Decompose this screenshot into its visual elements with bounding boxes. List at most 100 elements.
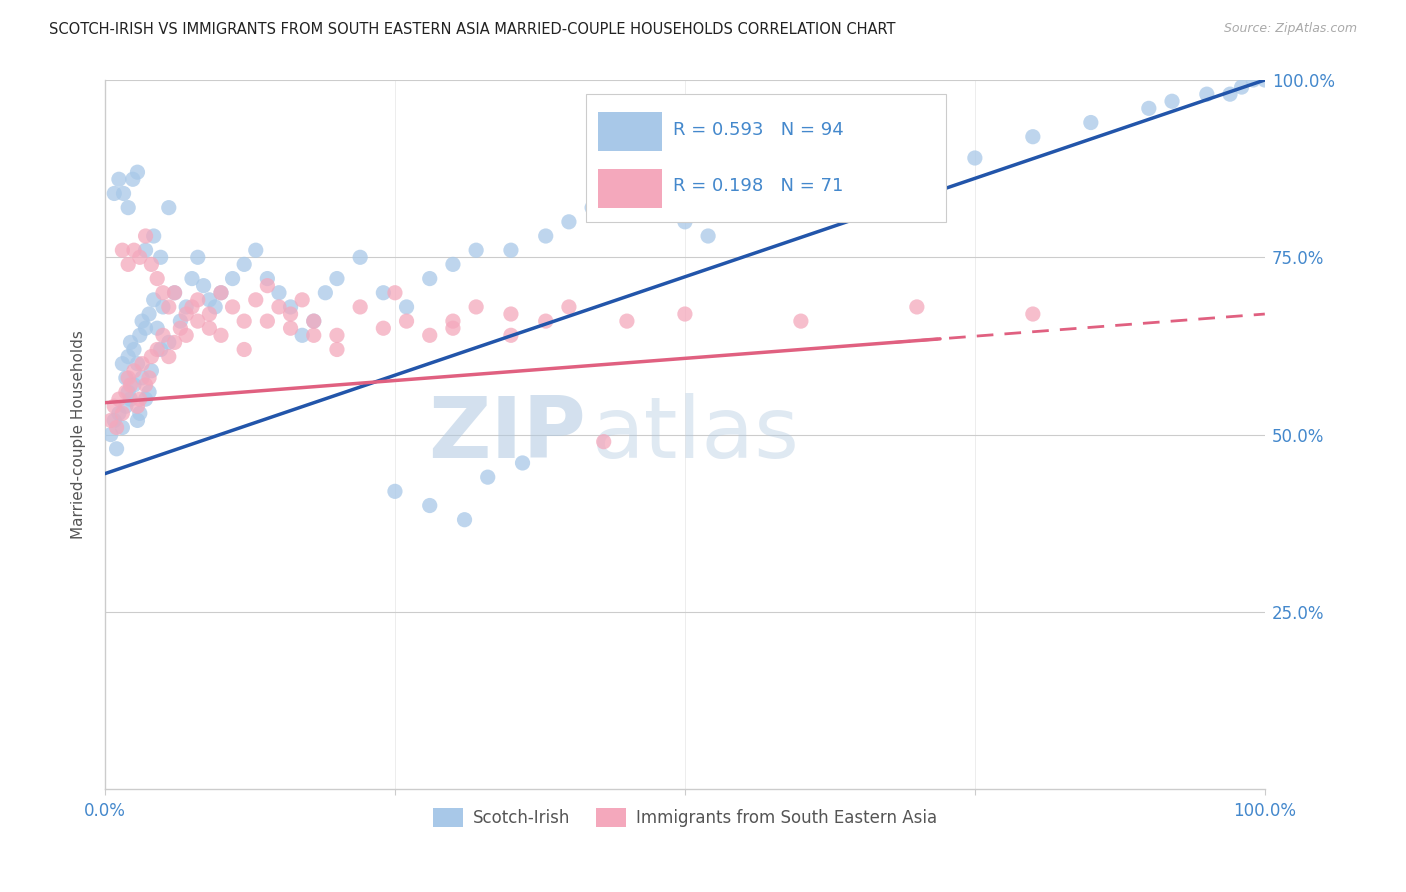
Point bbox=[326, 343, 349, 357]
Point bbox=[673, 215, 696, 229]
Point bbox=[108, 172, 131, 186]
Point bbox=[157, 350, 180, 364]
Point bbox=[152, 328, 174, 343]
Point bbox=[291, 293, 314, 307]
Point bbox=[198, 293, 221, 307]
Point bbox=[499, 328, 522, 343]
Point bbox=[187, 250, 209, 264]
Point bbox=[221, 271, 243, 285]
Point bbox=[1022, 129, 1045, 144]
Point bbox=[138, 385, 160, 400]
Point bbox=[122, 243, 145, 257]
Point bbox=[441, 321, 464, 335]
Point bbox=[905, 300, 928, 314]
Point bbox=[163, 335, 186, 350]
Point bbox=[138, 371, 160, 385]
Point bbox=[673, 307, 696, 321]
Point bbox=[395, 314, 418, 328]
Point bbox=[111, 420, 134, 434]
Point bbox=[142, 293, 165, 307]
Point bbox=[120, 378, 142, 392]
Point bbox=[128, 250, 150, 264]
Point bbox=[198, 307, 221, 321]
Point bbox=[558, 215, 581, 229]
Legend: Scotch-Irish, Immigrants from South Eastern Asia: Scotch-Irish, Immigrants from South East… bbox=[426, 802, 943, 834]
Point bbox=[267, 285, 290, 300]
Point bbox=[419, 328, 441, 343]
Point bbox=[314, 285, 336, 300]
Point bbox=[152, 300, 174, 314]
Point bbox=[146, 343, 169, 357]
Point bbox=[169, 314, 191, 328]
Text: atlas: atlas bbox=[592, 393, 800, 476]
Point bbox=[122, 378, 145, 392]
Point bbox=[146, 271, 169, 285]
Point bbox=[135, 229, 157, 244]
Point bbox=[115, 385, 138, 400]
Point bbox=[905, 165, 928, 179]
Point bbox=[135, 392, 157, 406]
Point bbox=[512, 456, 534, 470]
Point bbox=[280, 321, 302, 335]
Point bbox=[157, 335, 180, 350]
Text: Source: ZipAtlas.com: Source: ZipAtlas.com bbox=[1223, 22, 1357, 36]
Point bbox=[441, 314, 464, 328]
Point bbox=[128, 392, 150, 406]
Point bbox=[141, 350, 163, 364]
Point bbox=[256, 278, 278, 293]
Point bbox=[115, 399, 138, 413]
Point bbox=[697, 229, 720, 244]
Point bbox=[146, 321, 169, 335]
Point bbox=[152, 285, 174, 300]
Point bbox=[1254, 73, 1277, 87]
Point bbox=[111, 406, 134, 420]
Point bbox=[419, 499, 441, 513]
Point bbox=[108, 392, 131, 406]
Point bbox=[108, 406, 131, 420]
Point bbox=[373, 321, 395, 335]
Point bbox=[128, 406, 150, 420]
Point bbox=[1080, 115, 1102, 129]
Point bbox=[127, 399, 149, 413]
Point bbox=[131, 357, 153, 371]
Point bbox=[1137, 101, 1160, 115]
Point bbox=[790, 314, 813, 328]
Point bbox=[157, 201, 180, 215]
FancyBboxPatch shape bbox=[598, 169, 662, 208]
Point bbox=[193, 278, 215, 293]
Point bbox=[187, 314, 209, 328]
Point bbox=[534, 229, 557, 244]
Point bbox=[267, 300, 290, 314]
Point bbox=[174, 328, 197, 343]
Point bbox=[105, 442, 128, 456]
Point bbox=[453, 513, 475, 527]
Point bbox=[245, 293, 267, 307]
Point bbox=[163, 285, 186, 300]
Point bbox=[169, 321, 191, 335]
Text: SCOTCH-IRISH VS IMMIGRANTS FROM SOUTH EASTERN ASIA MARRIED-COUPLE HOUSEHOLDS COR: SCOTCH-IRISH VS IMMIGRANTS FROM SOUTH EA… bbox=[49, 22, 896, 37]
Point bbox=[1241, 73, 1264, 87]
Point bbox=[824, 172, 846, 186]
Point bbox=[174, 307, 197, 321]
Point bbox=[138, 307, 160, 321]
Point bbox=[1230, 80, 1253, 95]
Point bbox=[187, 293, 209, 307]
Point bbox=[120, 392, 142, 406]
Point bbox=[326, 271, 349, 285]
Point bbox=[127, 357, 149, 371]
Point bbox=[111, 357, 134, 371]
Point bbox=[349, 300, 371, 314]
Point bbox=[280, 300, 302, 314]
Point bbox=[280, 307, 302, 321]
Point bbox=[1219, 87, 1241, 102]
Point bbox=[103, 399, 125, 413]
Point bbox=[790, 201, 813, 215]
Point bbox=[103, 413, 125, 427]
Point bbox=[1161, 95, 1184, 109]
Point bbox=[111, 243, 134, 257]
Point bbox=[141, 364, 163, 378]
Point bbox=[848, 158, 870, 172]
Point bbox=[117, 350, 139, 364]
Point bbox=[105, 420, 128, 434]
Text: R = 0.593   N = 94: R = 0.593 N = 94 bbox=[673, 120, 844, 138]
